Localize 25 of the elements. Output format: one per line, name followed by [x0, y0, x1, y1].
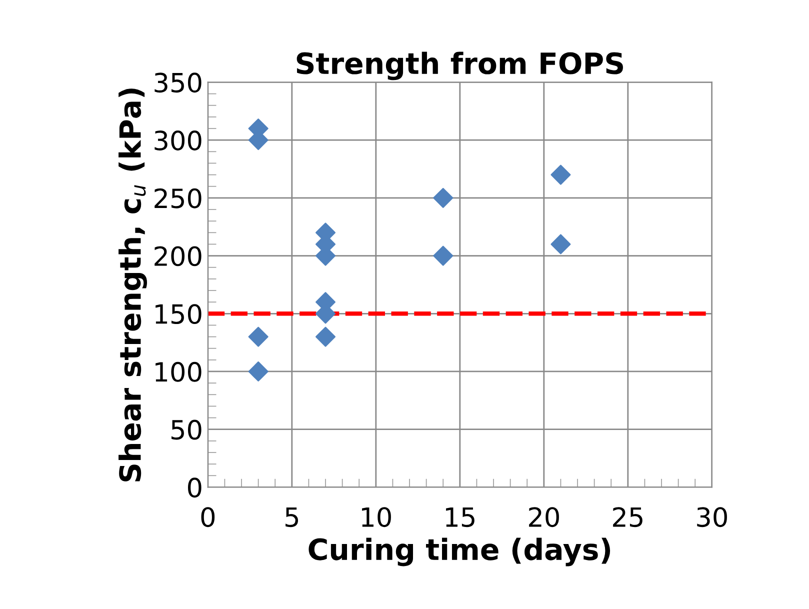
x-tick-label: 0	[201, 507, 215, 528]
x-tick-label: 15	[446, 507, 474, 528]
point	[248, 361, 268, 382]
y-tick-label: 350	[154, 72, 202, 93]
y-tick-label: 250	[154, 188, 202, 208]
y-tick-label: 300	[154, 130, 202, 150]
point	[550, 234, 571, 254]
y-tick-label: 100	[156, 362, 202, 382]
chart-title: Strength from FOPS	[296, 52, 623, 80]
point	[316, 326, 336, 347]
y-tick-label: 50	[172, 420, 202, 440]
y-axis-title: Shear strength, c$_{u}$ (kPa)	[118, 88, 147, 482]
point	[433, 188, 454, 208]
point	[433, 246, 454, 266]
x-tick-label: 5	[286, 507, 298, 528]
x-tick-label: 30	[697, 507, 727, 528]
x-tick-label: 20	[529, 507, 559, 528]
y-tick-label: 200	[154, 246, 202, 266]
point	[248, 326, 268, 347]
x-tick-label: 10	[362, 507, 391, 528]
y-tick-label: 150	[156, 304, 202, 324]
point	[550, 164, 571, 185]
x-axis-title: Curing time (days)	[308, 538, 610, 566]
x-tick-label: 25	[613, 507, 642, 528]
y-tick-label: 0	[188, 478, 202, 498]
